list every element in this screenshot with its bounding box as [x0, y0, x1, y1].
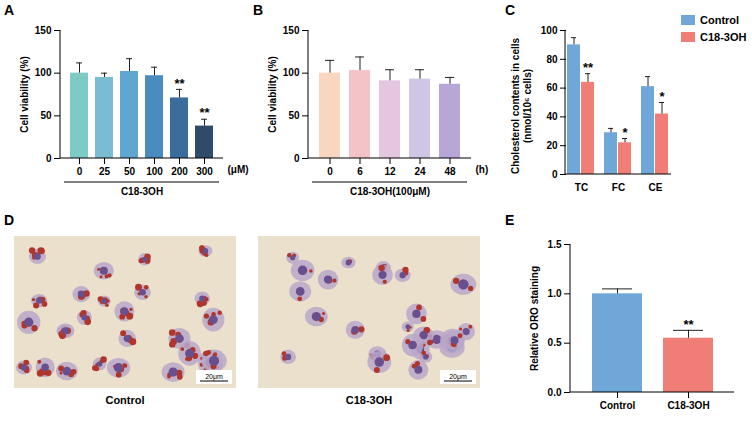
svg-text:C18-3OH(100μM): C18-3OH(100μM) — [350, 186, 430, 197]
svg-text:0: 0 — [552, 169, 558, 180]
svg-text:48: 48 — [444, 166, 456, 177]
svg-text:100: 100 — [541, 25, 558, 36]
svg-text:0: 0 — [294, 153, 300, 164]
html-text:D: D — [4, 212, 15, 228]
svg-text:20μm: 20μm — [449, 373, 467, 381]
svg-text:0.5: 0.5 — [548, 337, 562, 348]
svg-text:Cell viability (%): Cell viability (%) — [19, 56, 30, 133]
svg-text:1.0: 1.0 — [548, 288, 562, 299]
svg-text:200: 200 — [171, 166, 188, 177]
svg-text:150: 150 — [35, 25, 52, 36]
svg-text:24: 24 — [414, 166, 426, 177]
svg-text:1.5: 1.5 — [548, 239, 562, 250]
svg-text:100: 100 — [35, 67, 52, 78]
svg-text:150: 150 — [283, 25, 300, 36]
svg-text:TC: TC — [575, 182, 588, 193]
svg-text:**: ** — [174, 76, 185, 91]
html-text:(nmol/10⁶ cells): (nmol/10⁶ cells) — [522, 69, 533, 143]
html-text:C18-3OH: C18-3OH — [345, 394, 393, 406]
svg-text:Control: Control — [600, 400, 636, 411]
svg-text:FC: FC — [612, 182, 625, 193]
svg-text:0.0: 0.0 — [548, 387, 562, 398]
svg-text:C18-3OH: C18-3OH — [121, 186, 163, 197]
svg-text:40: 40 — [546, 111, 558, 122]
svg-text:20μm: 20μm — [205, 373, 223, 381]
svg-text:0: 0 — [46, 153, 52, 164]
svg-text:50: 50 — [288, 110, 300, 121]
svg-text:*: * — [622, 125, 628, 140]
svg-text:CE: CE — [649, 182, 663, 193]
svg-text:80: 80 — [546, 54, 558, 65]
svg-text:**: ** — [683, 317, 694, 332]
svg-text:(h): (h) — [476, 164, 489, 175]
svg-text:Cell viability (%): Cell viability (%) — [267, 56, 278, 133]
html-text:E: E — [505, 212, 515, 228]
svg-text:100: 100 — [146, 166, 163, 177]
html-text:Cholesterol contents in cells: Cholesterol contents in cells — [510, 37, 521, 175]
svg-text:50: 50 — [124, 166, 136, 177]
svg-text:6: 6 — [357, 166, 363, 177]
svg-text:100: 100 — [283, 67, 300, 78]
html-text:C18-3OH: C18-3OH — [700, 31, 747, 43]
html-text:Control: Control — [105, 394, 145, 406]
svg-text:300: 300 — [196, 166, 213, 177]
svg-text:(μM): (μM) — [228, 164, 249, 175]
svg-text:0: 0 — [77, 166, 83, 177]
svg-text:C18-3OH: C18-3OH — [667, 400, 709, 411]
svg-text:**: ** — [583, 60, 594, 75]
html-text:C: C — [505, 2, 516, 18]
svg-text:**: ** — [199, 105, 210, 120]
html-text:A: A — [4, 2, 15, 18]
svg-text:0: 0 — [327, 166, 333, 177]
svg-text:Relative ORO staining: Relative ORO staining — [529, 266, 540, 371]
html-text:B: B — [253, 2, 264, 18]
html-text:Control: Control — [700, 14, 740, 26]
svg-text:*: * — [659, 89, 665, 104]
svg-text:25: 25 — [99, 166, 111, 177]
svg-text:12: 12 — [384, 166, 396, 177]
svg-text:60: 60 — [546, 82, 558, 93]
svg-text:20: 20 — [546, 140, 558, 151]
svg-text:50: 50 — [40, 110, 52, 121]
